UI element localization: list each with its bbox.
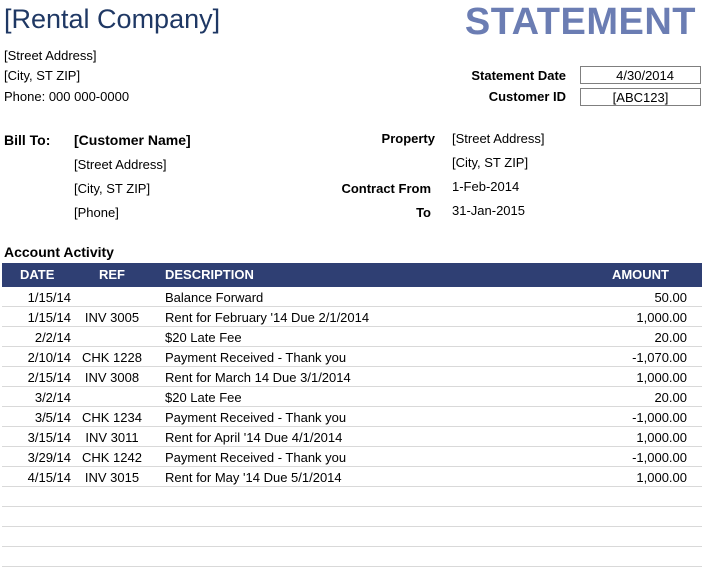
row-date: 4/15/14: [27, 470, 71, 485]
row-amount: 20.00: [654, 390, 687, 405]
contract-to-value: 31-Jan-2015: [452, 203, 525, 218]
row-ref: INV 3011: [85, 430, 139, 445]
table-row[interactable]: 1/15/14 INV 3005 Rent for February '14 D…: [2, 307, 702, 327]
table-row[interactable]: 2/2/14 $20 Late Fee 20.00: [2, 327, 702, 347]
activity-table-header: DATE REF DESCRIPTION AMOUNT: [2, 263, 702, 287]
contract-from-label: Contract From: [341, 181, 431, 196]
statement-date-label: Statement Date: [471, 68, 566, 83]
row-date: 3/29/14: [27, 450, 71, 465]
row-date: 3/5/14: [34, 410, 71, 425]
company-phone: Phone: 000 000-0000: [4, 89, 130, 104]
customer-name: [Customer Name]: [74, 132, 191, 148]
row-description: Payment Received - Thank you: [165, 410, 347, 425]
company-name: [Rental Company]: [4, 4, 221, 34]
row-amount: -1,000.00: [632, 450, 687, 465]
row-ref: INV 3008: [84, 370, 140, 385]
row-date: 1/15/14: [27, 310, 71, 325]
row-description: Rent for March 14 Due 3/1/2014: [165, 370, 351, 385]
table-row[interactable]: 3/15/14 INV 3011 Rent for April '14 Due …: [2, 427, 702, 447]
row-date: 2/2/14: [34, 330, 71, 345]
property-city: [City, ST ZIP]: [452, 155, 529, 170]
row-date: 3/2/14: [34, 390, 71, 405]
company-street: [Street Address]: [4, 48, 97, 63]
row-amount: 1,000.00: [636, 470, 687, 485]
row-amount: 20.00: [654, 330, 687, 345]
row-amount: 1,000.00: [636, 310, 687, 325]
property-label: Property: [381, 131, 435, 146]
customer-id-label: Customer ID: [488, 89, 566, 104]
row-description: Payment Received - Thank you: [165, 450, 347, 465]
table-row[interactable]: 2/15/14 INV 3008 Rent for March 14 Due 3…: [2, 367, 702, 387]
row-amount: 1,000.00: [636, 370, 687, 385]
row-ref: INV 3015: [84, 470, 140, 485]
row-description: $20 Late Fee: [165, 330, 242, 345]
row-description: Balance Forward: [165, 290, 264, 305]
row-description: Rent for February '14 Due 2/1/2014: [165, 310, 370, 325]
row-ref: CHK 1234: [82, 410, 142, 425]
company-city: [City, ST ZIP]: [4, 68, 81, 83]
empty-table-row[interactable]: [2, 547, 702, 567]
row-date: 3/15/14: [27, 430, 71, 445]
customer-id-field[interactable]: [ABC123]: [580, 88, 701, 106]
col-ref-header: REF: [99, 267, 125, 282]
row-description: Rent for May '14 Due 5/1/2014: [165, 470, 342, 485]
customer-city: [City, ST ZIP]: [74, 181, 151, 196]
customer-phone: [Phone]: [74, 205, 119, 220]
row-date: 2/15/14: [27, 370, 71, 385]
row-amount: 1,000.00: [636, 430, 687, 445]
row-description: $20 Late Fee: [165, 390, 242, 405]
bill-to-label: Bill To:: [4, 132, 51, 148]
row-ref: CHK 1228: [82, 350, 142, 365]
col-amount-header: AMOUNT: [611, 267, 669, 282]
table-row[interactable]: 4/15/14 INV 3015 Rent for May '14 Due 5/…: [2, 467, 702, 487]
document-title: STATEMENT: [464, 1, 696, 43]
row-amount: 50.00: [654, 290, 687, 305]
empty-table-row[interactable]: [2, 507, 702, 527]
table-row[interactable]: 2/10/14 CHK 1228 Payment Received - Than…: [2, 347, 702, 367]
row-description: Rent for April '14 Due 4/1/2014: [165, 430, 343, 445]
row-amount: -1,070.00: [632, 350, 687, 365]
contract-to-label: To: [416, 205, 431, 220]
activity-table-body: 1/15/14 Balance Forward 50.00 1/15/14 IN…: [2, 287, 702, 567]
row-ref: INV 3005: [84, 310, 140, 325]
row-date: 2/10/14: [27, 350, 71, 365]
table-row[interactable]: 3/29/14 CHK 1242 Payment Received - Than…: [2, 447, 702, 467]
row-amount: -1,000.00: [632, 410, 687, 425]
row-date: 1/15/14: [27, 290, 71, 305]
row-ref: CHK 1242: [82, 450, 142, 465]
col-date-header: DATE: [20, 267, 55, 282]
empty-table-row[interactable]: [2, 527, 702, 547]
customer-street: [Street Address]: [74, 157, 167, 172]
table-row[interactable]: 1/15/14 Balance Forward 50.00: [2, 287, 702, 307]
statement-date-field[interactable]: 4/30/2014: [580, 66, 701, 84]
contract-from-value: 1-Feb-2014: [452, 179, 520, 194]
col-description-header: DESCRIPTION: [165, 267, 254, 282]
table-row[interactable]: 3/2/14 $20 Late Fee 20.00: [2, 387, 702, 407]
account-activity-title: Account Activity: [4, 244, 114, 260]
table-row[interactable]: 3/5/14 CHK 1234 Payment Received - Thank…: [2, 407, 702, 427]
property-street: [Street Address]: [452, 131, 545, 146]
empty-table-row[interactable]: [2, 487, 702, 507]
row-description: Payment Received - Thank you: [165, 350, 347, 365]
